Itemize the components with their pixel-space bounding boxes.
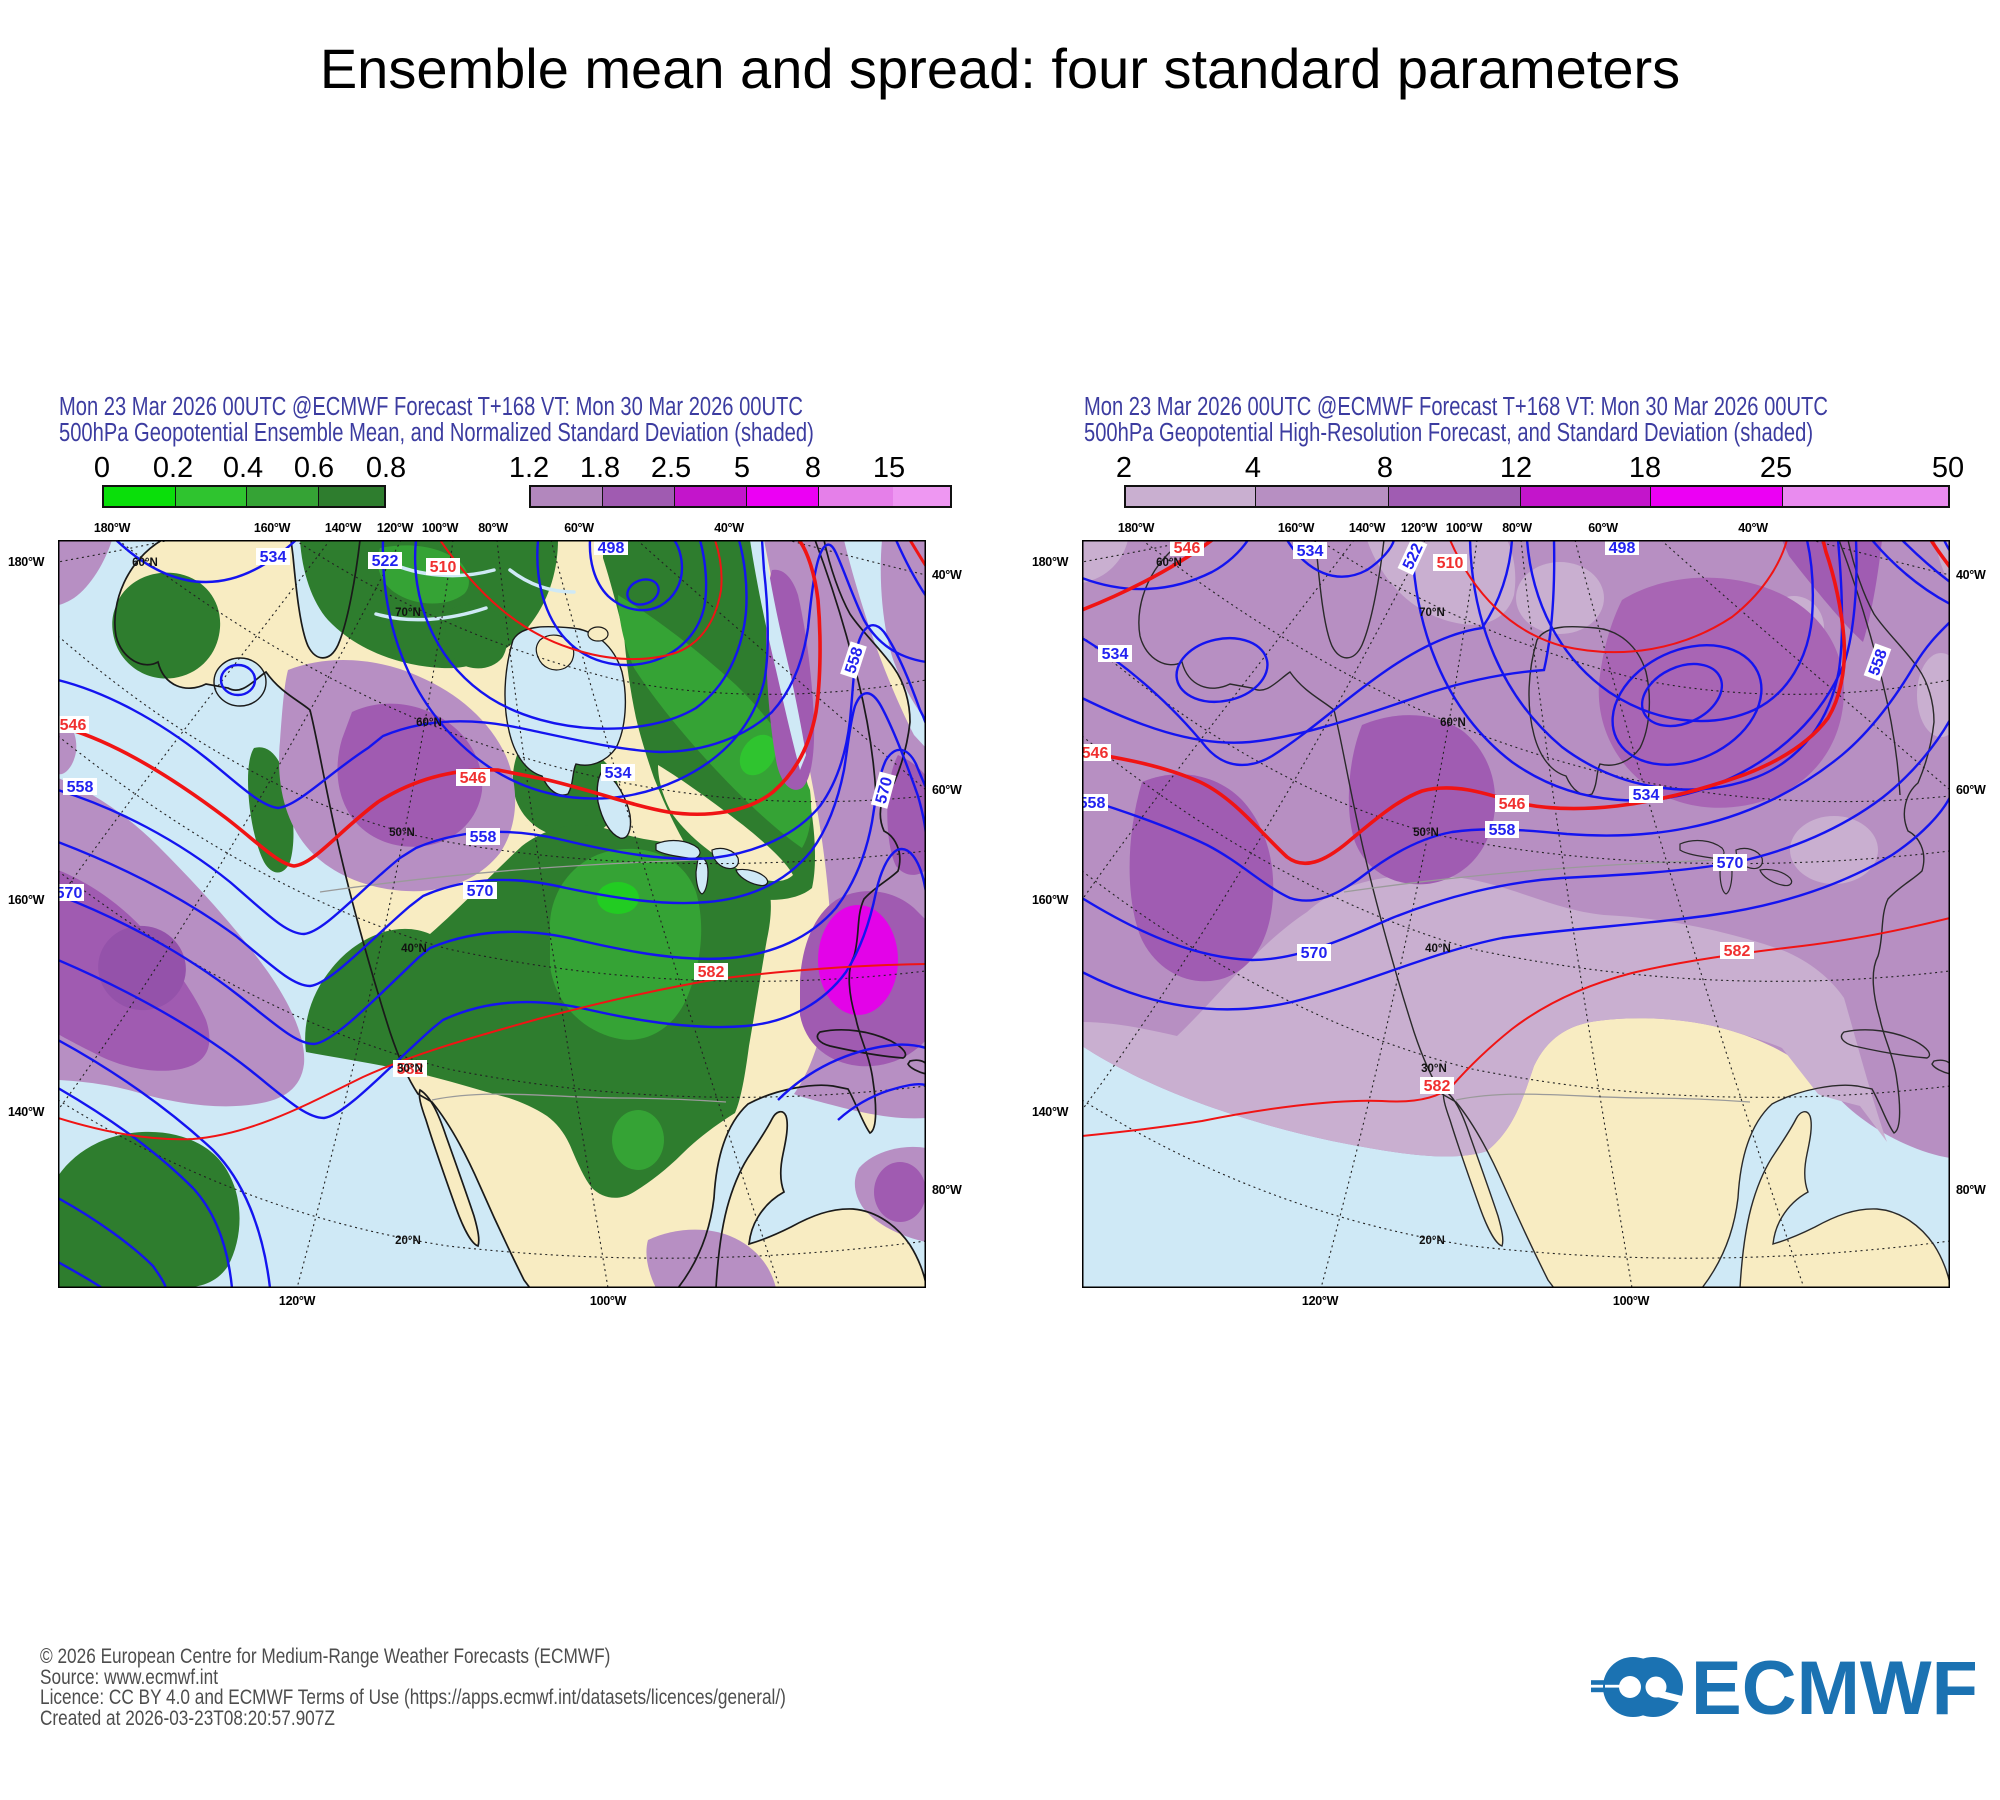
svg-text:546: 546 — [460, 770, 487, 787]
svg-text:510: 510 — [430, 559, 457, 576]
svg-text:60°N: 60°N — [132, 557, 158, 569]
svg-text:582: 582 — [1724, 943, 1751, 960]
svg-text:20°N: 20°N — [395, 1235, 421, 1247]
svg-text:558: 558 — [1082, 795, 1105, 812]
svg-text:70°N: 70°N — [1419, 607, 1445, 619]
svg-text:50°N: 50°N — [389, 827, 415, 839]
svg-text:534: 534 — [260, 549, 287, 566]
svg-text:546: 546 — [60, 717, 87, 734]
svg-text:546: 546 — [1174, 540, 1201, 557]
svg-text:546: 546 — [1499, 796, 1526, 813]
svg-text:510: 510 — [1437, 555, 1464, 572]
svg-text:ECMWF: ECMWF — [1691, 1646, 1975, 1731]
svg-text:546: 546 — [1082, 745, 1108, 762]
svg-text:534: 534 — [1297, 543, 1324, 560]
svg-text:40°N: 40°N — [1425, 943, 1451, 955]
svg-text:582: 582 — [397, 1061, 424, 1078]
svg-text:30°N: 30°N — [1421, 1063, 1447, 1075]
svg-text:582: 582 — [1424, 1078, 1451, 1095]
svg-text:20°N: 20°N — [1419, 1235, 1445, 1247]
svg-text:570: 570 — [873, 775, 896, 805]
svg-text:570: 570 — [1717, 855, 1744, 872]
svg-text:40°N: 40°N — [401, 943, 427, 955]
svg-text:570: 570 — [467, 883, 494, 900]
svg-text:570: 570 — [1301, 945, 1328, 962]
svg-text:70°N: 70°N — [395, 607, 421, 619]
svg-text:558: 558 — [67, 779, 94, 796]
svg-text:30°N: 30°N — [397, 1063, 423, 1075]
svg-text:498: 498 — [1609, 540, 1636, 557]
svg-text:534: 534 — [1102, 646, 1129, 663]
svg-text:582: 582 — [698, 964, 725, 981]
svg-text:558: 558 — [470, 829, 497, 846]
svg-text:60°N: 60°N — [1440, 717, 1466, 729]
svg-text:60°N: 60°N — [416, 717, 442, 729]
svg-text:558: 558 — [1489, 822, 1516, 839]
svg-text:498: 498 — [598, 540, 625, 557]
svg-text:534: 534 — [1633, 787, 1660, 804]
svg-text:60°N: 60°N — [1156, 557, 1182, 569]
svg-text:570: 570 — [58, 885, 82, 902]
svg-text:522: 522 — [372, 553, 399, 570]
svg-text:534: 534 — [605, 765, 632, 782]
svg-text:50°N: 50°N — [1413, 827, 1439, 839]
